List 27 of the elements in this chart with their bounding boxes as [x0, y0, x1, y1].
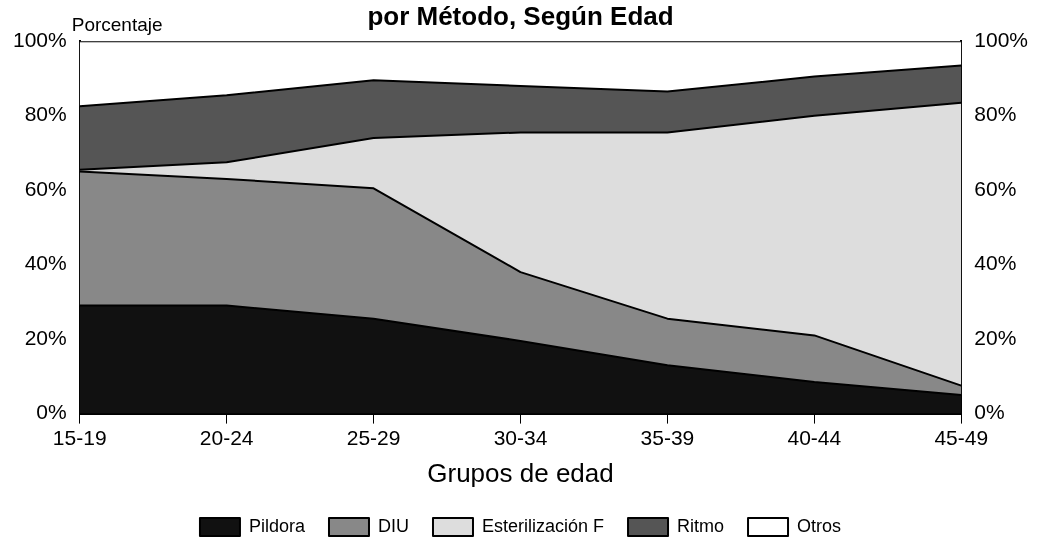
legend-label: Pildora — [248, 515, 306, 536]
y2-tick-label: 80% — [974, 102, 1017, 126]
x-tick-label: 25-29 — [346, 426, 401, 449]
x-tick-label: 20-24 — [199, 426, 254, 449]
x-tick-label: 15-19 — [52, 426, 107, 449]
y-axis-title: Porcentaje — [71, 13, 163, 35]
chart-title: por Método, Según Edad — [367, 0, 674, 31]
x-tick-label: 35-39 — [640, 426, 695, 449]
y2-tick-label: 100% — [974, 28, 1029, 51]
y2-tick-label: 0% — [974, 400, 1005, 424]
legend-label: Ritmo — [677, 515, 725, 536]
x-tick-label: 40-44 — [787, 426, 842, 449]
y2-tick-label: 40% — [974, 251, 1017, 275]
y-tick-label: 20% — [24, 325, 67, 349]
y2-tick-label: 20% — [974, 325, 1017, 349]
y2-tick-label: 60% — [974, 176, 1017, 200]
x-tick-label: 45-49 — [934, 426, 989, 449]
y-tick-label: 60% — [24, 176, 67, 200]
legend-label: DIU — [377, 515, 409, 536]
y-tick-label: 100% — [12, 28, 67, 51]
y-tick-label: 40% — [24, 251, 67, 275]
legend-label: Esterilización F — [481, 515, 605, 536]
x-tick-label: 30-34 — [493, 426, 548, 449]
x-axis-title: Grupos de edad — [427, 457, 614, 488]
legend-label: Otros — [797, 515, 842, 536]
y-tick-label: 0% — [36, 400, 67, 424]
y-tick-label: 80% — [24, 102, 67, 126]
